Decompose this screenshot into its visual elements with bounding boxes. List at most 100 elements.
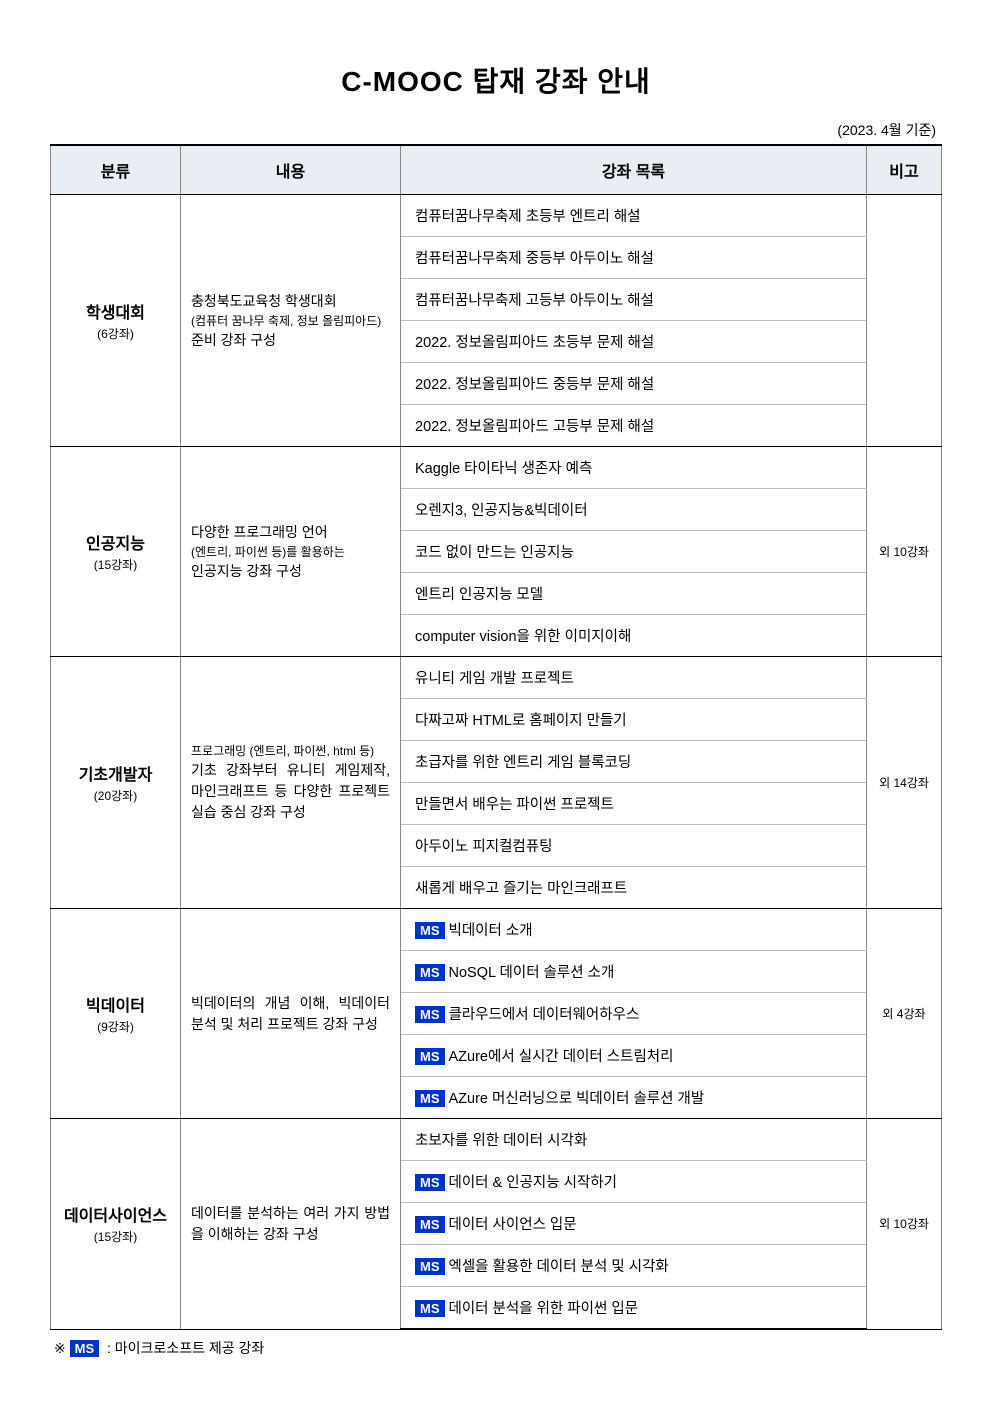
course-cell: 컴퓨터꿈나무축제 고등부 아두이노 해설 bbox=[401, 279, 867, 321]
course-cell: MS빅데이터 소개 bbox=[401, 909, 867, 951]
course-cell: MSAZure에서 실시간 데이터 스트림처리 bbox=[401, 1035, 867, 1077]
category-count: (20강좌) bbox=[59, 787, 172, 804]
course-text: 컴퓨터꿈나무축제 고등부 아두이노 해설 bbox=[415, 293, 654, 309]
ms-badge: MS bbox=[415, 1258, 445, 1275]
course-cell: MS데이터 & 인공지능 시작하기 bbox=[401, 1161, 867, 1203]
footnote: ※ MS : 마이크로소프트 제공 강좌 bbox=[50, 1338, 942, 1358]
course-text: 엑셀을 활용한 데이터 분석 및 시각화 bbox=[449, 1259, 669, 1275]
category-count: (9강좌) bbox=[59, 1018, 172, 1035]
ms-badge: MS bbox=[415, 964, 445, 981]
category-cell: 기초개발자 (20강좌) bbox=[51, 657, 181, 909]
desc-line: 데이터를 분석하는 여러 가지 방법을 이해하는 강좌 구성 bbox=[191, 1203, 390, 1245]
header-desc: 내용 bbox=[181, 145, 401, 195]
course-text: 데이터 분석을 위한 파이썬 입문 bbox=[449, 1301, 639, 1317]
course-cell: MSAZure 머신러닝으로 빅데이터 솔루션 개발 bbox=[401, 1077, 867, 1119]
course-text: 엔트리 인공지능 모델 bbox=[415, 587, 543, 603]
course-text: 초보자를 위한 데이터 시각화 bbox=[415, 1133, 587, 1149]
course-text: 데이터 & 인공지능 시작하기 bbox=[449, 1175, 618, 1191]
course-cell: 컴퓨터꿈나무축제 중등부 아두이노 해설 bbox=[401, 237, 867, 279]
desc-line: 프로그래밍 (엔트리, 파이썬, html 등) bbox=[191, 742, 390, 760]
table-row: 기초개발자(20강좌)프로그래밍 (엔트리, 파이썬, html 등)기초 강좌… bbox=[51, 657, 942, 699]
desc-cell: 충청북도교육청 학생대회(컴퓨터 꿈나무 축제, 정보 올림피아드)준비 강좌 … bbox=[181, 195, 401, 447]
page-title: C-MOOC 탑재 강좌 안내 bbox=[50, 60, 942, 100]
course-text: 컴퓨터꿈나무축제 초등부 엔트리 해설 bbox=[415, 209, 641, 225]
course-cell: 오렌지3, 인공지능&빅데이터 bbox=[401, 489, 867, 531]
ms-badge: MS bbox=[415, 1300, 445, 1317]
category-name: 학생대회 bbox=[59, 299, 172, 323]
note-cell: 외 14강좌 bbox=[867, 657, 942, 909]
course-table: 분류 내용 강좌 목록 비고 학생대회(6강좌)충청북도교육청 학생대회(컴퓨터… bbox=[50, 144, 942, 1330]
footnote-text: : 마이크로소프트 제공 강좌 bbox=[107, 1340, 264, 1356]
course-text: 빅데이터 소개 bbox=[449, 923, 533, 939]
category-cell: 데이터사이언스(15강좌) bbox=[51, 1119, 181, 1330]
course-cell: 엔트리 인공지능 모델 bbox=[401, 573, 867, 615]
course-cell: MS엑셀을 활용한 데이터 분석 및 시각화 bbox=[401, 1245, 867, 1287]
course-text: computer vision을 위한 이미지이해 bbox=[415, 629, 631, 645]
desc-cell: 빅데이터의 개념 이해, 빅데이터 분석 및 처리 프로젝트 강좌 구성 bbox=[181, 909, 401, 1119]
table-header-row: 분류 내용 강좌 목록 비고 bbox=[51, 145, 942, 195]
course-cell: MS클라우드에서 데이터웨어하우스 bbox=[401, 993, 867, 1035]
category-name: 인공지능 bbox=[59, 530, 172, 554]
course-text: Kaggle 타이타닉 생존자 예측 bbox=[415, 461, 592, 477]
course-text: 아두이노 피지컬컴퓨팅 bbox=[415, 839, 552, 855]
course-cell: MS데이터 사이언스 입문 bbox=[401, 1203, 867, 1245]
desc-cell: 프로그래밍 (엔트리, 파이썬, html 등)기초 강좌부터 유니티 게임제작… bbox=[181, 657, 401, 909]
course-cell: 유니티 게임 개발 프로젝트 bbox=[401, 657, 867, 699]
note-cell: 외 4강좌 bbox=[867, 909, 942, 1119]
course-cell: 만들면서 배우는 파이썬 프로젝트 bbox=[401, 783, 867, 825]
ms-badge: MS bbox=[415, 1006, 445, 1023]
ms-badge: MS bbox=[415, 922, 445, 939]
category-cell: 빅데이터 (9강좌) bbox=[51, 909, 181, 1119]
note-cell: 외 10강좌 bbox=[867, 447, 942, 657]
course-cell: computer vision을 위한 이미지이해 bbox=[401, 615, 867, 657]
course-text: AZure 머신러닝으로 빅데이터 솔루션 개발 bbox=[449, 1091, 705, 1107]
category-cell: 인공지능 (15강좌) bbox=[51, 447, 181, 657]
category-count: (15강좌) bbox=[59, 1228, 172, 1245]
desc-line: 빅데이터의 개념 이해, 빅데이터 분석 및 처리 프로젝트 강좌 구성 bbox=[191, 993, 390, 1035]
course-text: 코드 없이 만드는 인공지능 bbox=[415, 545, 574, 561]
course-text: 초급자를 위한 엔트리 게임 블록코딩 bbox=[415, 755, 631, 771]
header-category: 분류 bbox=[51, 145, 181, 195]
category-name: 빅데이터 bbox=[59, 992, 172, 1016]
course-text: 2022. 정보올림피아드 초등부 문제 해설 bbox=[415, 335, 654, 351]
ms-badge-legend: MS bbox=[70, 1340, 100, 1357]
ms-badge: MS bbox=[415, 1090, 445, 1107]
desc-cell: 데이터를 분석하는 여러 가지 방법을 이해하는 강좌 구성 bbox=[181, 1119, 401, 1330]
course-text: 데이터 사이언스 입문 bbox=[449, 1217, 577, 1233]
desc-cell: 다양한 프로그래밍 언어(엔트리, 파이썬 등)를 활용하는인공지능 강좌 구성 bbox=[181, 447, 401, 657]
course-text: 2022. 정보올림피아드 중등부 문제 해설 bbox=[415, 377, 654, 393]
ms-badge: MS bbox=[415, 1048, 445, 1065]
header-courses: 강좌 목록 bbox=[401, 145, 867, 195]
desc-line: 인공지능 강좌 구성 bbox=[191, 561, 390, 582]
desc-line: (컴퓨터 꿈나무 축제, 정보 올림피아드) bbox=[191, 312, 390, 330]
desc-line: 충청북도교육청 학생대회 bbox=[191, 291, 390, 312]
note-cell: 외 10강좌 bbox=[867, 1119, 942, 1330]
table-row: 빅데이터(9강좌)빅데이터의 개념 이해, 빅데이터 분석 및 처리 프로젝트 … bbox=[51, 909, 942, 951]
course-cell: 컴퓨터꿈나무축제 초등부 엔트리 해설 bbox=[401, 195, 867, 237]
table-row: 인공지능(15강좌)다양한 프로그래밍 언어(엔트리, 파이썬 등)를 활용하는… bbox=[51, 447, 942, 489]
desc-line: 준비 강좌 구성 bbox=[191, 330, 390, 351]
course-cell: 초보자를 위한 데이터 시각화 bbox=[401, 1119, 867, 1161]
course-cell: 아두이노 피지컬컴퓨팅 bbox=[401, 825, 867, 867]
category-count: (15강좌) bbox=[59, 556, 172, 573]
course-text: 새롭게 배우고 즐기는 마인크래프트 bbox=[415, 881, 627, 897]
course-text: 2022. 정보올림피아드 고등부 문제 해설 bbox=[415, 419, 654, 435]
note-cell bbox=[867, 195, 942, 447]
course-text: NoSQL 데이터 솔루션 소개 bbox=[449, 965, 615, 981]
course-text: 클라우드에서 데이터웨어하우스 bbox=[449, 1007, 640, 1023]
desc-line: (엔트리, 파이썬 등)를 활용하는 bbox=[191, 543, 390, 561]
header-note: 비고 bbox=[867, 145, 942, 195]
ms-badge: MS bbox=[415, 1174, 445, 1191]
category-cell: 학생대회 (6강좌) bbox=[51, 195, 181, 447]
table-row: 학생대회(6강좌)충청북도교육청 학생대회(컴퓨터 꿈나무 축제, 정보 올림피… bbox=[51, 195, 942, 237]
footnote-prefix: ※ bbox=[54, 1340, 66, 1356]
course-cell: 2022. 정보올림피아드 초등부 문제 해설 bbox=[401, 321, 867, 363]
desc-line: 다양한 프로그래밍 언어 bbox=[191, 522, 390, 543]
course-cell: MSNoSQL 데이터 솔루션 소개 bbox=[401, 951, 867, 993]
category-name: 기초개발자 bbox=[59, 761, 172, 785]
category-count: (6강좌) bbox=[59, 325, 172, 342]
course-cell: 다짜고짜 HTML로 홈페이지 만들기 bbox=[401, 699, 867, 741]
course-cell: 초급자를 위한 엔트리 게임 블록코딩 bbox=[401, 741, 867, 783]
course-cell: 코드 없이 만드는 인공지능 bbox=[401, 531, 867, 573]
course-cell: 2022. 정보올림피아드 중등부 문제 해설 bbox=[401, 363, 867, 405]
